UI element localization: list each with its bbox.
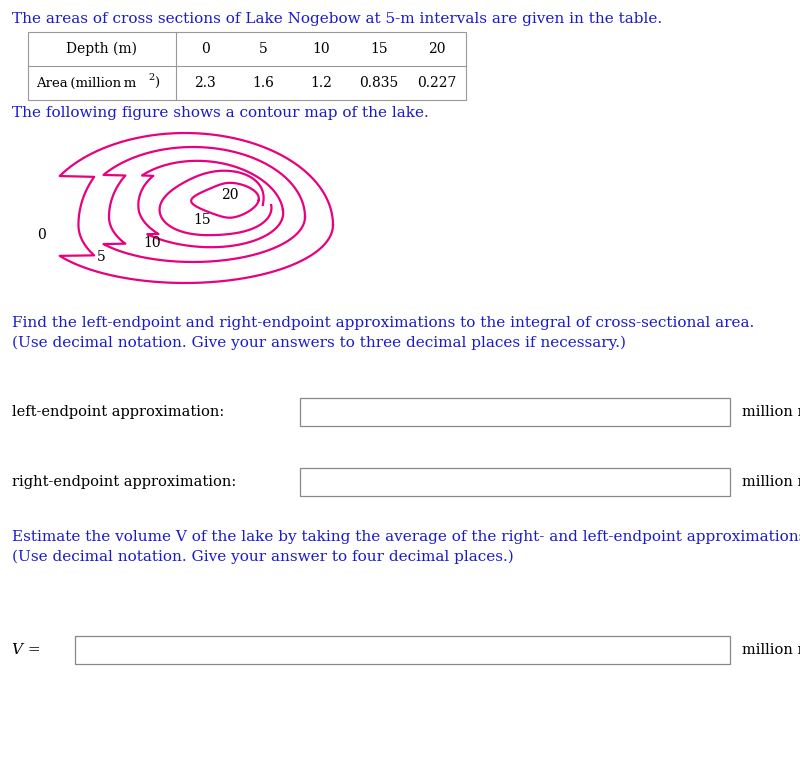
Text: The following figure shows a contour map of the lake.: The following figure shows a contour map… xyxy=(12,106,429,120)
Text: 0.835: 0.835 xyxy=(359,76,398,90)
Text: 5: 5 xyxy=(97,250,106,264)
Text: 15: 15 xyxy=(370,42,388,56)
Text: 15: 15 xyxy=(193,213,210,227)
Text: Find the left-endpoint and right-endpoint approximations to the integral of cros: Find the left-endpoint and right-endpoin… xyxy=(12,316,754,330)
Text: V =: V = xyxy=(12,643,41,657)
Bar xyxy=(300,398,730,426)
Text: right-endpoint approximation:: right-endpoint approximation: xyxy=(12,475,236,489)
Text: 5: 5 xyxy=(258,42,267,56)
Text: ): ) xyxy=(154,76,159,90)
Text: Depth (m): Depth (m) xyxy=(66,42,138,56)
Text: 1.6: 1.6 xyxy=(252,76,274,90)
Bar xyxy=(300,468,730,496)
Text: Estimate the volume V of the lake by taking the average of the right- and left-e: Estimate the volume V of the lake by tak… xyxy=(12,530,800,544)
Text: million m: million m xyxy=(742,643,800,657)
Text: 2: 2 xyxy=(148,73,154,82)
Text: (Use decimal notation. Give your answer to four decimal places.): (Use decimal notation. Give your answer … xyxy=(12,550,514,564)
Bar xyxy=(75,636,730,664)
Text: 20: 20 xyxy=(428,42,446,56)
Text: 2.3: 2.3 xyxy=(194,76,216,90)
Text: left-endpoint approximation:: left-endpoint approximation: xyxy=(12,405,224,419)
Bar xyxy=(28,32,466,100)
Text: 0: 0 xyxy=(201,42,210,56)
Text: million m: million m xyxy=(742,405,800,419)
Text: The areas of cross sections of Lake Nogebow at 5-m intervals are given in the ta: The areas of cross sections of Lake Noge… xyxy=(12,12,662,26)
Text: 0: 0 xyxy=(37,228,46,242)
Text: million m: million m xyxy=(742,475,800,489)
Text: (Use decimal notation. Give your answers to three decimal places if necessary.): (Use decimal notation. Give your answers… xyxy=(12,336,626,350)
Text: 0.227: 0.227 xyxy=(418,76,457,90)
Text: 10: 10 xyxy=(312,42,330,56)
Text: 1.2: 1.2 xyxy=(310,76,332,90)
Text: 10: 10 xyxy=(143,236,161,250)
Text: Area (million m: Area (million m xyxy=(36,76,136,90)
Text: 20: 20 xyxy=(221,188,238,202)
